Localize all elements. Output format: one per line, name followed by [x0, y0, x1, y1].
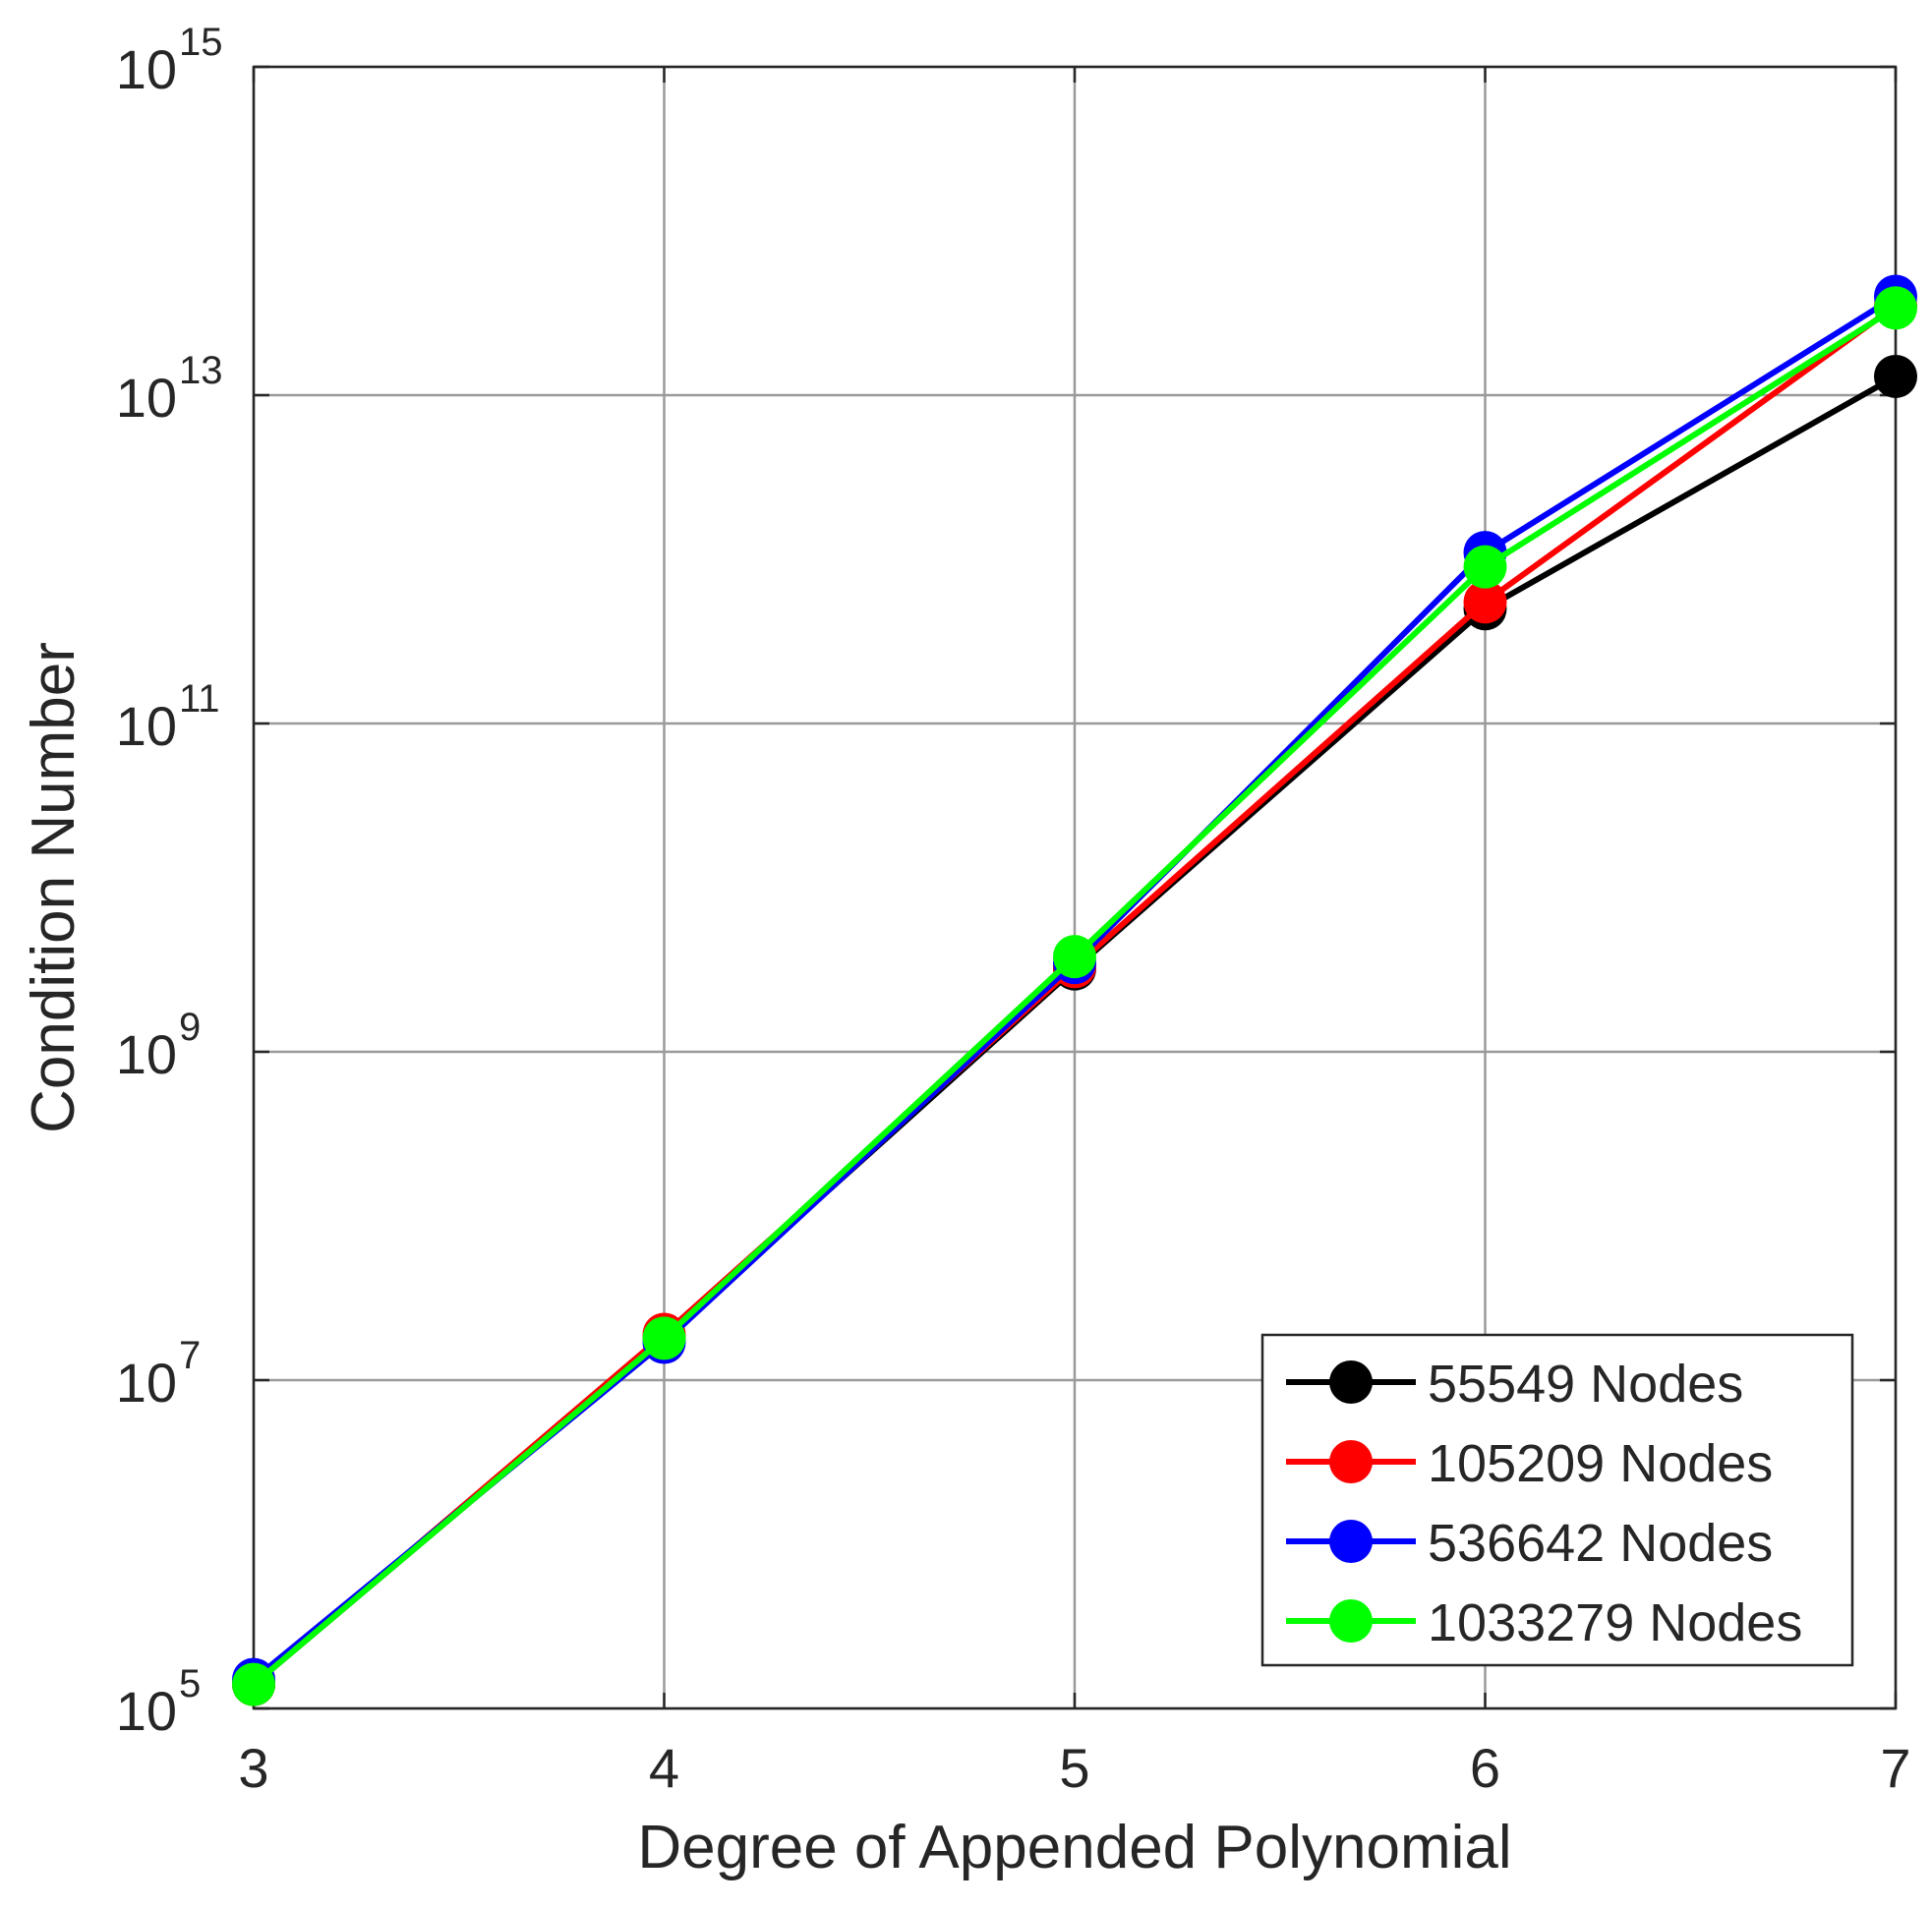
legend-marker: [1329, 1520, 1373, 1563]
x-tick-label: 3: [238, 1737, 268, 1799]
y-tick-exponent: 11: [179, 677, 220, 721]
legend-marker: [1329, 1440, 1373, 1483]
data-point: [232, 1662, 275, 1706]
legend-marker: [1329, 1360, 1373, 1404]
x-tick-label: 7: [1880, 1737, 1910, 1799]
y-tick-label: 10 5: [116, 1662, 202, 1742]
y-tick-exponent: 9: [179, 1006, 201, 1049]
y-tick-base: 10: [116, 367, 177, 429]
data-point: [1463, 580, 1507, 624]
x-axis-label: Degree of Appended Polynomial: [637, 1814, 1511, 1881]
y-tick-exponent: 13: [179, 349, 223, 392]
y-tick-label: 10 7: [116, 1334, 202, 1414]
x-tick-label: 6: [1470, 1737, 1500, 1799]
y-tick-label: 10 15: [116, 21, 223, 100]
legend-marker: [1329, 1599, 1373, 1643]
plot-area-frame: [252, 65, 1898, 1710]
y-tick-exponent: 7: [179, 1334, 201, 1377]
data-point: [1874, 354, 1917, 398]
legend-label: 1033279 Nodes: [1428, 1593, 1802, 1652]
data-point: [1053, 935, 1096, 979]
y-tick-label: 10 9: [116, 1006, 202, 1085]
y-axis-label: Condition Number: [20, 642, 88, 1133]
legend-item: 1033279 Nodes: [1286, 1593, 1802, 1652]
x-tick-label: 4: [649, 1737, 679, 1799]
y-tick-base: 10: [116, 695, 177, 757]
y-tick-exponent: 5: [179, 1662, 201, 1706]
y-tick-label: 10 13: [116, 349, 223, 429]
data-point: [1874, 286, 1917, 330]
y-tick-base: 10: [116, 1680, 177, 1742]
y-tick-base: 10: [116, 38, 177, 100]
y-tick-exponent: 15: [179, 21, 223, 64]
x-tick-labels: 3 4 5 6 7: [238, 1737, 1910, 1799]
legend-item: 55549 Nodes: [1286, 1355, 1743, 1414]
series-group: [232, 274, 1917, 1706]
legend-label: 105209 Nodes: [1428, 1434, 1773, 1493]
legend: 55549 Nodes 105209 Nodes 536642 Nodes 10332…: [1260, 1333, 1854, 1667]
data-point: [642, 1316, 686, 1360]
x-tick-label: 5: [1059, 1737, 1089, 1799]
y-tick-base: 10: [116, 1352, 177, 1414]
legend-label: 536642 Nodes: [1428, 1514, 1773, 1573]
legend-label: 55549 Nodes: [1428, 1355, 1743, 1414]
legend-item: 536642 Nodes: [1286, 1514, 1773, 1573]
data-point: [1463, 545, 1507, 589]
y-tick-base: 10: [116, 1023, 177, 1085]
y-tick-label: 10 11: [116, 677, 220, 757]
legend-item: 105209 Nodes: [1286, 1434, 1773, 1493]
series-4: [232, 286, 1917, 1706]
